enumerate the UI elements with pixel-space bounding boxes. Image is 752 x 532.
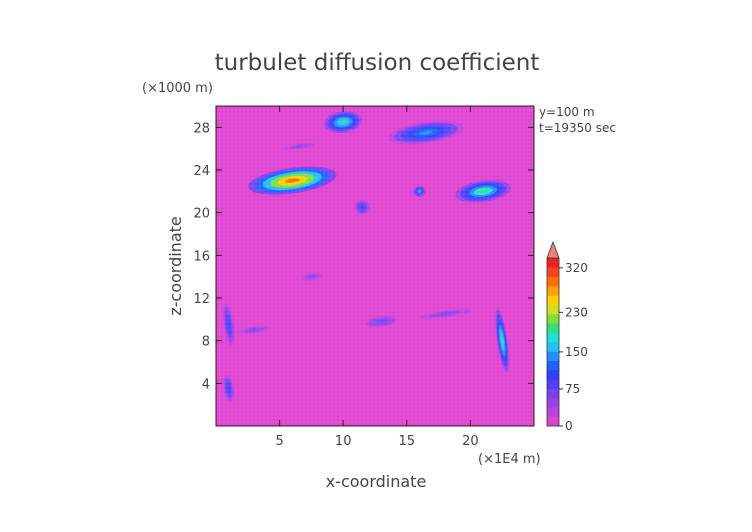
colorbar-swatch <box>547 370 559 380</box>
heatmap-feature <box>340 120 347 124</box>
colorbar-tick-label: 230 <box>565 305 588 319</box>
colorbar-swatch <box>547 295 559 305</box>
x-tick-label: 5 <box>275 434 283 449</box>
colorbar-swatch <box>547 332 559 343</box>
heatmap-feature <box>378 320 385 323</box>
colorbar-swatch <box>547 286 559 296</box>
heatmap-feature <box>251 328 258 332</box>
colorbar-swatch <box>547 323 559 333</box>
x-axis: 5 10 15 20 <box>275 106 479 449</box>
colorbar-swatch <box>547 416 559 427</box>
colorbar-swatch <box>547 407 559 417</box>
y-unit-label: (×1000 m) <box>142 81 213 96</box>
heatmap-feature <box>419 130 433 135</box>
y-tick-label: 24 <box>193 164 210 179</box>
colorbar-tick-label: 320 <box>565 261 588 275</box>
colorbar-swatch <box>547 258 559 268</box>
x-unit-label: (×1E4 m) <box>478 452 541 467</box>
colorbar-tick-label: 75 <box>565 382 580 396</box>
heatmap-feature <box>478 189 488 194</box>
heatmap-feature <box>227 386 230 391</box>
heatmap-feature <box>439 312 451 316</box>
y-tick-label: 16 <box>193 249 210 264</box>
heatmap-feature <box>309 275 314 278</box>
x-tick-label: 10 <box>335 434 352 449</box>
y-tick-label: 4 <box>202 377 210 392</box>
plot-frame <box>215 105 535 427</box>
colorbar: 0 75 150 230 320 <box>546 240 588 433</box>
heatmap-feature <box>500 335 504 346</box>
colorbar-swatch <box>547 398 559 408</box>
y-axis: 4 8 12 16 20 24 28 <box>193 121 534 392</box>
heatmap-background <box>216 106 534 426</box>
colorbar-swatch <box>547 314 559 324</box>
colorbar-swatch <box>547 276 559 287</box>
colorbar-swatch <box>547 360 559 371</box>
heatmap-feature <box>295 145 302 148</box>
colorbar-swatch <box>547 342 559 352</box>
annotation-y: y=100 m <box>539 105 595 119</box>
colorbar-swatch <box>547 388 559 399</box>
heatmap-feature <box>418 190 421 193</box>
colorbar-swatch <box>547 304 559 315</box>
colorbar-extend-arrow <box>546 240 560 259</box>
heatmap-feature <box>284 178 300 184</box>
colorbar-tick-label: 0 <box>565 419 573 433</box>
x-axis-label: x-coordinate <box>326 472 427 491</box>
heatmap-feature <box>227 321 230 329</box>
y-tick-label: 28 <box>193 121 210 136</box>
y-tick-label: 8 <box>202 335 210 350</box>
y-tick-label: 20 <box>193 207 210 222</box>
colorbar-swatch <box>547 267 559 277</box>
heatmap-plot-area <box>215 105 535 427</box>
colorbar-swatch <box>547 351 559 361</box>
x-tick-label: 15 <box>399 434 416 449</box>
annotation-t: t=19350 sec <box>539 121 616 135</box>
y-axis-label: z-coordinate <box>166 216 185 316</box>
colorbar-swatch <box>547 379 559 389</box>
heatmap-field <box>216 106 534 426</box>
y-tick-label: 12 <box>193 292 210 307</box>
chart-title: turbulet diffusion coefficient <box>215 50 540 76</box>
x-tick-label: 20 <box>462 434 479 449</box>
heatmap-feature <box>361 206 364 209</box>
colorbar-tick-label: 150 <box>565 345 588 359</box>
